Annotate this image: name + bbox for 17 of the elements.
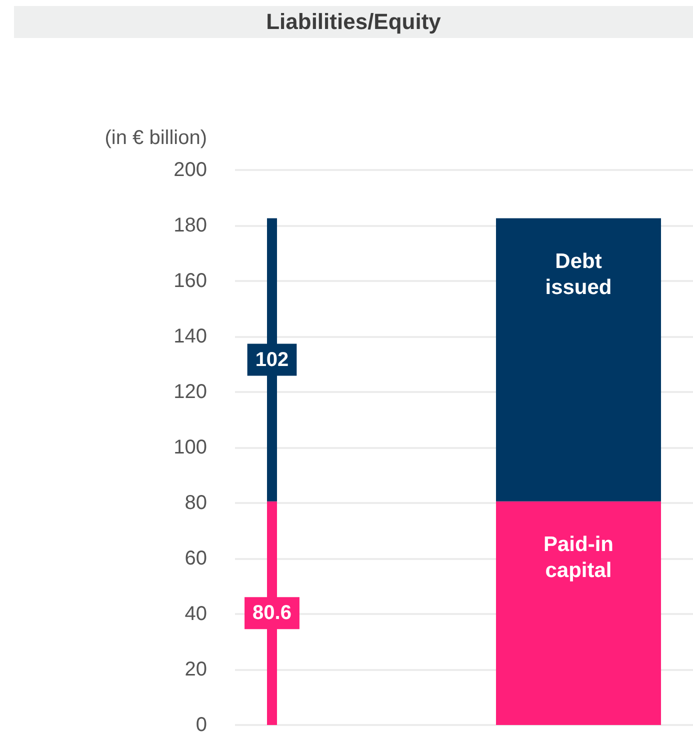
y-tick-label: 20 <box>184 658 207 680</box>
y-tick-label: 40 <box>184 603 207 625</box>
y-tick-label: 200 <box>174 159 207 181</box>
series-label: Debt issued <box>545 250 612 299</box>
y-axis-title: (in € billion) <box>104 127 207 149</box>
chart-title: Liabilities/Equity <box>14 6 693 38</box>
y-tick-label: 140 <box>174 326 207 348</box>
y-tick-label: 180 <box>174 214 207 236</box>
y-tick-label: 160 <box>174 270 207 292</box>
y-tick-label: 80 <box>184 492 207 514</box>
data-label: 80.6 <box>252 602 292 624</box>
y-tick-label: 0 <box>196 714 207 736</box>
y-tick-label: 60 <box>184 548 207 570</box>
y-tick-label: 120 <box>174 381 207 403</box>
data-label: 102 <box>255 348 289 371</box>
series-label: Paid-in capital <box>543 532 614 582</box>
y-tick-label: 100 <box>174 436 207 458</box>
